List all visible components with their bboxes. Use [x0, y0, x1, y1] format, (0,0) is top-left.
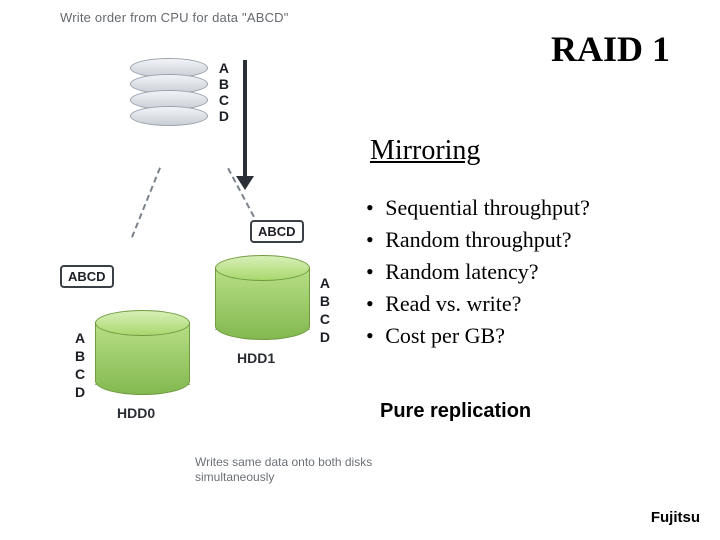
- bullet-item: Random latency?: [380, 259, 590, 285]
- disk-row-label: D: [320, 329, 330, 345]
- hdd1-cylinder: A B C D HDD1: [215, 255, 310, 340]
- bullet-list: Sequential throughput? Random throughput…: [380, 195, 590, 355]
- bullet-item: Random throughput?: [380, 227, 590, 253]
- dashed-line: [131, 167, 161, 237]
- page-title: RAID 1: [551, 28, 670, 70]
- disk-row-label: C: [320, 311, 330, 327]
- platter-label: D: [219, 108, 229, 124]
- caption: Pure replication: [380, 400, 531, 423]
- arrow-down-icon: [243, 60, 247, 180]
- disk-top: [215, 255, 310, 281]
- abcd-left-box: ABCD: [60, 265, 114, 288]
- disk-row-label: B: [320, 293, 330, 309]
- slide: RAID 1 Mirroring Sequential throughput? …: [0, 0, 720, 540]
- diagram-bottom-note: Writes same data onto both disks simulta…: [195, 455, 395, 485]
- platter-label: B: [219, 76, 229, 92]
- disk-row-label: A: [75, 330, 85, 346]
- cpu-platter: D: [130, 106, 208, 126]
- hdd0-cylinder: A B C D HDD0: [95, 310, 190, 395]
- bullet-item: Sequential throughput?: [380, 195, 590, 221]
- disk-row-label: A: [320, 275, 330, 291]
- subtitle: Mirroring: [370, 135, 480, 167]
- abcd-right-box: ABCD: [250, 220, 304, 243]
- bullet-item: Read vs. write?: [380, 291, 590, 317]
- platter-label: A: [219, 60, 229, 76]
- credit: Fujitsu: [651, 509, 700, 526]
- diagram-top-label: Write order from CPU for data "ABCD": [60, 10, 289, 25]
- raid-diagram: Write order from CPU for data "ABCD" A B…: [40, 10, 370, 510]
- disk-row-label: B: [75, 348, 85, 364]
- disk-row-label: D: [75, 384, 85, 400]
- disk-top: [95, 310, 190, 336]
- hdd0-label: HDD0: [117, 405, 155, 421]
- cpu-platter-stack: A B C D: [130, 58, 208, 122]
- platter-label: C: [219, 92, 229, 108]
- hdd1-label: HDD1: [237, 350, 275, 366]
- bullet-item: Cost per GB?: [380, 323, 590, 349]
- disk-row-label: C: [75, 366, 85, 382]
